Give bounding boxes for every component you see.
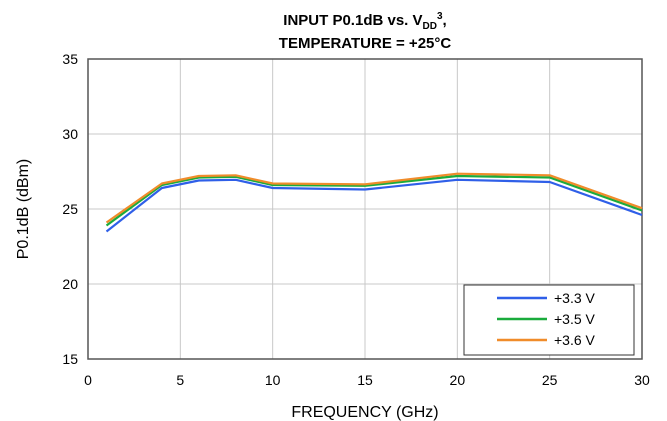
chart-title-prefix: INPUT P0.1dB vs. V bbox=[283, 12, 423, 29]
y-axis-label: P0.1dB (dBm) bbox=[15, 159, 32, 259]
x-tick-label: 20 bbox=[450, 372, 466, 388]
series-line bbox=[105, 172, 643, 224]
y-tick-label: 30 bbox=[62, 126, 78, 142]
x-tick-label: 0 bbox=[84, 372, 92, 388]
x-tick-label: 5 bbox=[176, 372, 184, 388]
y-tick-label: 20 bbox=[62, 276, 78, 292]
series-line bbox=[105, 174, 643, 227]
y-tick-label: 15 bbox=[62, 351, 78, 367]
x-tick-label: 30 bbox=[634, 372, 650, 388]
x-axis-label: FREQUENCY (GHz) bbox=[291, 404, 438, 421]
chart-title-superscript: 3 bbox=[436, 11, 443, 22]
chart-title: INPUT P0.1dB vs. VDD3, TEMPERATURE = +25… bbox=[88, 8, 642, 52]
plot-area-frame bbox=[87, 58, 643, 360]
chart-title-suffix: , bbox=[442, 12, 447, 29]
series-line bbox=[105, 178, 643, 233]
legend-label: +3.6 V bbox=[554, 332, 596, 348]
x-tick-label: 15 bbox=[357, 372, 373, 388]
y-tick-label: 25 bbox=[62, 201, 78, 217]
legend-label: +3.3 V bbox=[554, 290, 596, 306]
y-tick-label: 35 bbox=[62, 51, 78, 67]
x-tick-label: 10 bbox=[265, 372, 281, 388]
chart-title-subscript: DD bbox=[422, 21, 437, 32]
legend-box bbox=[463, 284, 635, 356]
legend-label: +3.5 V bbox=[554, 311, 596, 327]
x-tick-label: 25 bbox=[542, 372, 558, 388]
chart-title-line2: TEMPERATURE = +25°C bbox=[278, 35, 452, 52]
chart-title-line1: INPUT P0.1dB vs. VDD3, bbox=[88, 8, 642, 35]
